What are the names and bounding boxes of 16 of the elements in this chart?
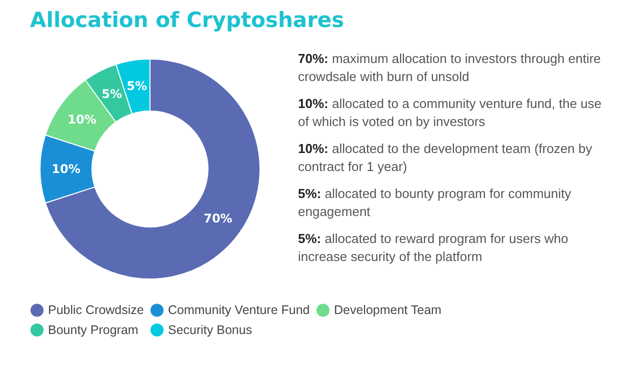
data-label: 10%: [68, 112, 96, 127]
text: 70%: maximum allocation to investors through entire crowdsale with burn of unsold: [298, 50, 602, 86]
data-label: 10%: [52, 162, 80, 176]
legend-label: Bounty Program: [48, 323, 138, 337]
legend-label: Community Venture Fund: [168, 303, 310, 318]
data-label: 5%: [102, 87, 122, 102]
data-label: 5%: [126, 79, 148, 94]
data-label: 70%: [204, 211, 232, 226]
legend-label: Security Bonus: [168, 323, 252, 337]
text: 5%: allocated to bounty program for community engagement: [298, 185, 572, 221]
chart-title: Allocation of Cryptoshares: [30, 8, 344, 32]
text: 10%: allocated to the development team (frozen by contract for 1 year): [298, 140, 594, 176]
legend-label: Public Crowdsize: [48, 303, 144, 318]
legend-label: Development Team: [334, 303, 442, 318]
text: 5%: allocated to reward program for users who increase security of the platform: [298, 230, 570, 266]
text: 10%: allocated to a community venture fund, the use of which is voted on by investors: [298, 95, 603, 131]
